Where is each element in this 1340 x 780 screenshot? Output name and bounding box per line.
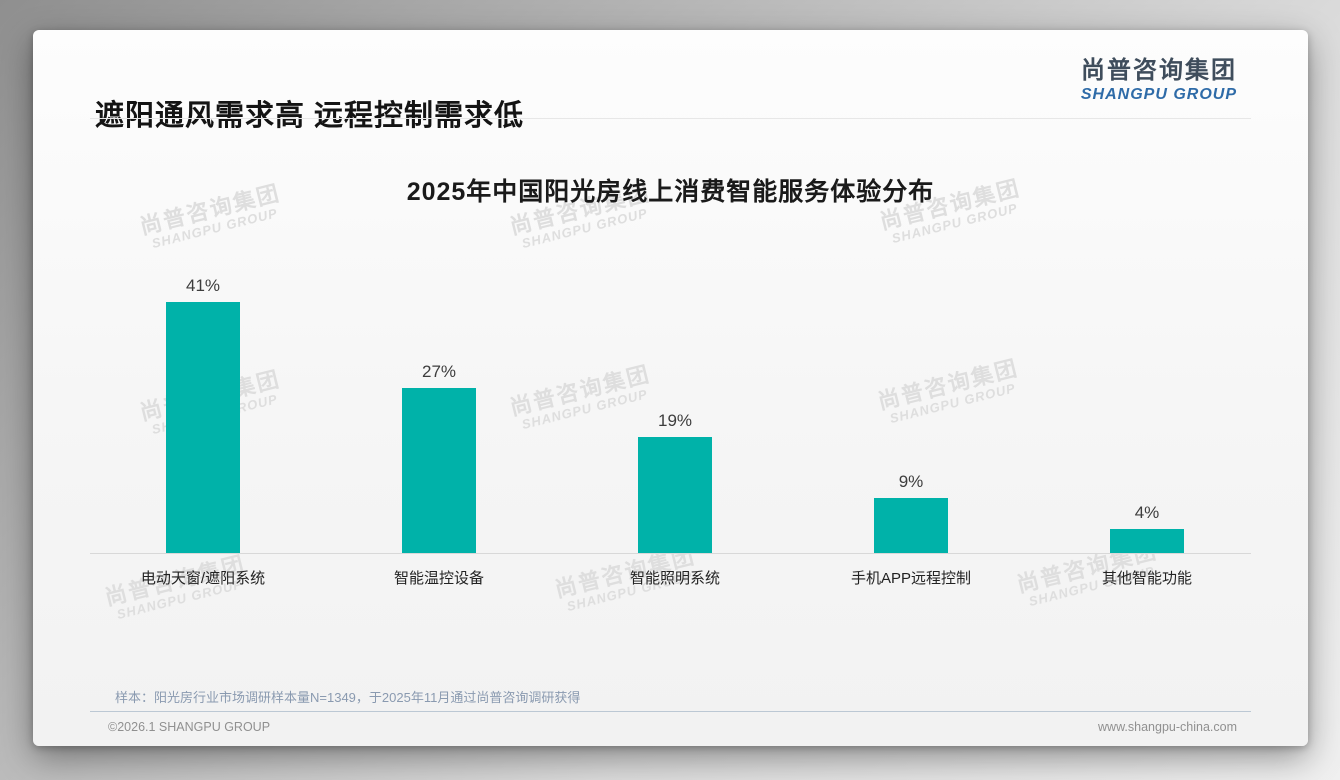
footer-divider [90,711,1251,712]
bar [166,302,240,553]
bar-value-label: 9% [898,471,924,491]
slide: 遮阳通风需求高 远程控制需求低 尚普咨询集团 SHANGPU GROUP 202… [33,30,1308,746]
category-label: 智能温控设备 [393,570,484,587]
website-text: www.shangpu-china.com [1098,720,1237,734]
copyright-text: ©2026.1 SHANGPU GROUP [108,720,271,734]
company-logo: 尚普咨询集团 SHANGPU GROUP [1080,57,1237,104]
bar-group: 41% [85,250,321,553]
logo-cn-text: 尚普咨询集团 [1081,57,1237,84]
bar [402,387,476,553]
x-axis-line [90,553,1251,554]
bar [874,497,948,553]
bar [638,436,712,553]
category-label: 电动天窗/遮阳系统 [140,570,266,587]
category-label: 手机APP远程控制 [850,570,971,587]
bar-group: 27% [321,250,557,553]
chart-title: 2025年中国阳光房线上消费智能服务体验分布 [406,178,935,206]
bar [1110,528,1184,553]
bar-value-label: 27% [421,361,457,381]
category-label: 其他智能功能 [1101,570,1192,587]
bar-group: 4% [1029,250,1265,553]
page-title: 遮阳通风需求高 远程控制需求低 [95,100,525,132]
bar-group: 19% [557,250,793,553]
bar-value-label: 41% [185,276,221,296]
category-label: 智能照明系统 [629,570,720,587]
plot-area: 41% 27% 19% 9% 4% [85,250,1265,553]
slide-footer: ©2026.1 SHANGPU GROUP www.shangpu-china.… [108,720,1237,734]
bar-group: 9% [793,250,1029,553]
header-divider [90,118,1251,119]
logo-en-text: SHANGPU GROUP [1080,86,1237,104]
sample-note: 样本：阳光房行业市场调研样本量N=1349，于2025年11月通过尚普咨询调研获… [115,690,581,705]
category-axis: 电动天窗/遮阳系统 智能温控设备 智能照明系统 手机APP远程控制 其他智能功能 [85,567,1265,588]
bar-value-label: 4% [1134,502,1160,522]
bar-value-label: 19% [657,410,693,430]
